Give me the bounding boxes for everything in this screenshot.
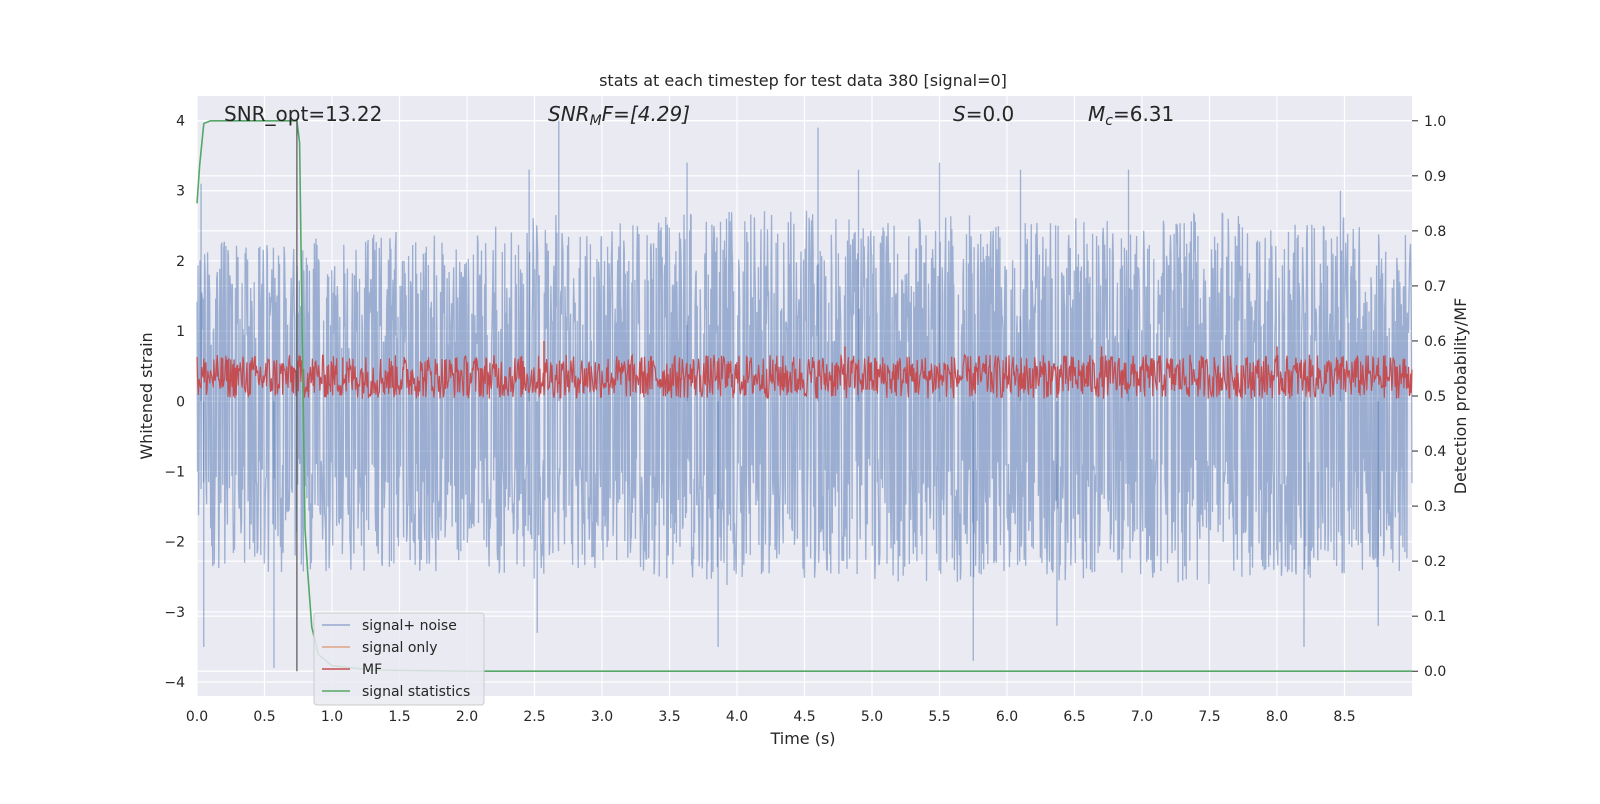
- y-tick-label: 1: [176, 324, 185, 340]
- y2-tick-label: 0.3: [1424, 499, 1446, 515]
- y2-tick-label: 0.0: [1424, 664, 1446, 680]
- legend-label-signal-only: signal only: [362, 640, 437, 656]
- x-tick-label: 2.5: [523, 709, 545, 725]
- annotations: SNR_opt=13.22 SNRMF=[4.29] S=0.0 Mc=6.31: [224, 102, 1174, 129]
- legend-label-mf: MF: [362, 662, 382, 678]
- y2-tick-label: 0.5: [1424, 389, 1446, 405]
- y2-tick-label: 1.0: [1424, 114, 1446, 130]
- x-tick-label: 8.0: [1266, 709, 1288, 725]
- y2-tick-label: 0.4: [1424, 444, 1446, 460]
- y2-tick-label: 0.7: [1424, 279, 1446, 295]
- annotation-mc: Mc=6.31: [1088, 102, 1174, 129]
- x-tick-label: 1.0: [321, 709, 343, 725]
- chart-title: stats at each timestep for test data 380…: [599, 71, 1007, 90]
- annotation-snr-opt: SNR_opt=13.22: [224, 102, 382, 126]
- legend-label-signal-statistics: signal statistics: [362, 684, 470, 700]
- y2-tick-label: 0.2: [1424, 554, 1446, 570]
- x-tick-label: 0.0: [186, 709, 208, 725]
- signal-noise-line: [196, 210, 1413, 586]
- y-tick-label: 3: [176, 184, 185, 200]
- x-tick-label: 6.5: [1063, 709, 1085, 725]
- x-tick-label: 2.0: [456, 709, 478, 725]
- y2-tick-label: 0.9: [1424, 169, 1446, 185]
- y-tick-label: −3: [164, 605, 185, 621]
- x-tick-label: 5.0: [861, 709, 883, 725]
- axis-ticks: 0.0 0.5 1.0 1.5 2.0 2.5 3.0 3.5 4.0 4.5 5.0 5.5 6.0 6…: [164, 114, 1446, 725]
- y2-tick-label: 0.1: [1424, 609, 1446, 625]
- y-tick-label: 2: [176, 254, 185, 270]
- y-tick-label: 4: [176, 114, 185, 130]
- x-tick-label: 3.5: [658, 709, 680, 725]
- y2-tick-label: 0.8: [1424, 224, 1446, 240]
- x-axis-label: Time (s): [769, 729, 835, 748]
- legend: signal+ noise signal only MF signal stat…: [313, 612, 485, 706]
- x-tick-label: 4.0: [726, 709, 748, 725]
- x-tick-label: 3.0: [591, 709, 613, 725]
- x-tick-label: 6.0: [996, 709, 1018, 725]
- y-axis-label: Whitened strain: [137, 332, 156, 459]
- y2-axis-label: Detection probability/MF: [1451, 298, 1470, 495]
- series-signal-noise: [196, 120, 1413, 668]
- annotation-snr-mf: SNRMF=[4.29]: [548, 102, 690, 129]
- y2-tick-label: 0.6: [1424, 334, 1446, 350]
- y-tick-label: −4: [164, 675, 185, 691]
- y-tick-label: −2: [164, 535, 185, 551]
- mf-line: [196, 353, 1413, 400]
- series-signal-statistics: [196, 120, 1412, 672]
- signal-statistics-line: [196, 120, 1412, 672]
- x-tick-label: 5.5: [928, 709, 950, 725]
- y-tick-label: −1: [164, 464, 185, 480]
- legend-box: [313, 612, 485, 706]
- x-tick-label: 0.5: [253, 709, 275, 725]
- x-tick-label: 8.5: [1333, 709, 1355, 725]
- x-tick-label: 7.5: [1198, 709, 1220, 725]
- x-tick-label: 1.5: [388, 709, 410, 725]
- legend-label-signal-noise: signal+ noise: [362, 618, 457, 634]
- annotation-s: S=0.0: [953, 102, 1014, 126]
- y-tick-label: 0: [176, 394, 185, 410]
- x-tick-label: 4.5: [793, 709, 815, 725]
- x-tick-label: 7.0: [1131, 709, 1153, 725]
- series-mf: [196, 340, 1413, 400]
